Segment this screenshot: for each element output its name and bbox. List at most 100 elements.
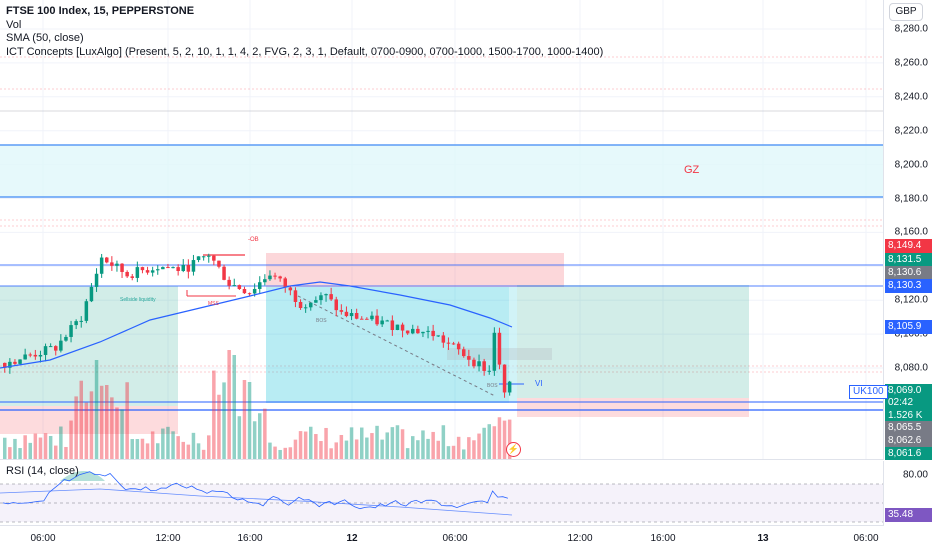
ict-indicator-label[interactable]: ICT Concepts [LuxAlgo] (Present, 5, 2, 1… bbox=[6, 45, 604, 58]
volume-bar bbox=[140, 438, 145, 459]
candle-body bbox=[201, 256, 206, 258]
candle-body bbox=[18, 359, 22, 364]
time-axis-label: 13 bbox=[757, 533, 769, 544]
volume-bar bbox=[38, 437, 43, 459]
candle-body bbox=[502, 364, 507, 393]
volume-bar bbox=[482, 427, 486, 459]
volume-bar bbox=[161, 428, 165, 459]
volume-indicator-label[interactable]: Vol bbox=[6, 18, 22, 31]
candle-body bbox=[94, 273, 99, 287]
candle-body bbox=[370, 315, 374, 320]
volume-bar bbox=[375, 425, 379, 459]
price-tag: 8,149.4 bbox=[885, 239, 932, 253]
main-chart-pane[interactable]: FTSE 100 Index, 15, PEPPERSTONE Vol SMA … bbox=[0, 0, 883, 460]
sma-indicator-label[interactable]: SMA (50, close) bbox=[6, 32, 84, 44]
candle-body bbox=[79, 320, 83, 322]
time-axis-label: 06:00 bbox=[853, 533, 879, 544]
volume-bar bbox=[176, 436, 180, 459]
volume-bar bbox=[360, 427, 364, 459]
currency-button[interactable]: GBP bbox=[889, 3, 923, 21]
candle-body bbox=[385, 320, 389, 322]
volume-bar bbox=[115, 407, 119, 459]
rsi-band bbox=[0, 484, 883, 522]
volume-bar bbox=[64, 446, 68, 459]
candle-body bbox=[380, 320, 384, 325]
candle-body bbox=[181, 265, 185, 271]
candle-body bbox=[298, 301, 303, 308]
rsi-pane[interactable]: RSI (14, close) bbox=[0, 461, 883, 526]
volume-bar bbox=[324, 427, 328, 459]
price-axis-label: 8,180.0 bbox=[894, 193, 928, 204]
rsi-legend[interactable]: RSI (14, close) bbox=[6, 465, 79, 477]
candle-body bbox=[405, 330, 410, 334]
candle-body bbox=[472, 359, 476, 367]
candle-body bbox=[217, 260, 221, 267]
volume-bar bbox=[79, 380, 83, 459]
candle-body bbox=[360, 318, 364, 320]
time-axis-label: 12 bbox=[346, 533, 358, 544]
volume-bar bbox=[344, 440, 349, 459]
symbol-title[interactable]: FTSE 100 Index, 15, PEPPERSTONE bbox=[6, 5, 195, 17]
candle-body bbox=[120, 263, 124, 272]
volume-bar bbox=[125, 382, 129, 459]
candle-body bbox=[411, 328, 415, 334]
candle-body bbox=[64, 336, 68, 341]
rsi-value-tag: 35.48 bbox=[885, 508, 932, 522]
candle-body bbox=[497, 332, 502, 365]
price-tag: 8,105.9 bbox=[885, 320, 932, 334]
volume-bar bbox=[23, 435, 27, 459]
volume-bar bbox=[94, 360, 99, 459]
volume-bar bbox=[263, 408, 267, 459]
volume-bar bbox=[380, 439, 384, 459]
volume-bar bbox=[18, 448, 22, 459]
candle-body bbox=[365, 318, 369, 320]
candle-body bbox=[314, 300, 318, 303]
volume-bar bbox=[462, 449, 466, 459]
candle-body bbox=[135, 267, 140, 278]
candle-body bbox=[319, 295, 323, 301]
volume-bar bbox=[507, 419, 512, 459]
candle-body bbox=[110, 262, 114, 266]
volume-bar bbox=[288, 447, 293, 459]
price-tag: 02:42 bbox=[885, 396, 932, 410]
rsi-scale[interactable]: 80.00 35.48 bbox=[883, 461, 932, 526]
bos-dashed-line bbox=[297, 295, 496, 397]
time-axis[interactable]: 06:00 12:00 16:00 12 06:00 12:00 16:00 13 06:00 bbox=[0, 527, 883, 550]
volume-bar bbox=[309, 426, 313, 459]
candle-body bbox=[166, 267, 170, 269]
candle-body bbox=[462, 349, 466, 357]
candle-body bbox=[273, 275, 277, 277]
price-scale[interactable]: 8,280.0 8,260.0 8,240.0 8,220.0 8,200.0 8,180… bbox=[883, 0, 932, 460]
time-axis-label: 06:00 bbox=[30, 533, 56, 544]
candle-body bbox=[28, 354, 32, 356]
flash-icon[interactable]: ⚡ bbox=[506, 442, 521, 457]
candle-body bbox=[421, 331, 425, 334]
time-axis-label: 16:00 bbox=[650, 533, 676, 544]
candle-body bbox=[431, 330, 435, 337]
price-tag: 8,061.6 bbox=[885, 447, 932, 460]
volume-bar bbox=[370, 433, 374, 459]
candle-body bbox=[125, 271, 129, 277]
candle-body bbox=[268, 275, 272, 280]
volume-bar bbox=[339, 434, 344, 459]
candle-body bbox=[84, 301, 89, 321]
candle-body bbox=[8, 361, 12, 368]
rsi-chart[interactable] bbox=[0, 461, 883, 526]
price-axis-label: 8,160.0 bbox=[894, 226, 928, 238]
candle-body bbox=[115, 263, 119, 266]
volume-bar bbox=[135, 439, 140, 459]
price-chart[interactable] bbox=[0, 0, 883, 460]
volume-bar bbox=[456, 436, 461, 459]
candle-body bbox=[482, 361, 486, 371]
volume-bar bbox=[298, 431, 303, 459]
candle-body bbox=[3, 362, 7, 368]
volume-bar bbox=[201, 449, 206, 459]
volume-bar bbox=[171, 431, 175, 459]
time-axis-label: 06:00 bbox=[442, 533, 468, 544]
volume-bar bbox=[354, 439, 359, 459]
volume-bar bbox=[268, 442, 272, 459]
candle-body bbox=[339, 310, 344, 312]
candle-body bbox=[375, 315, 379, 325]
volume-bar bbox=[258, 413, 262, 459]
volume-bar bbox=[217, 394, 221, 459]
